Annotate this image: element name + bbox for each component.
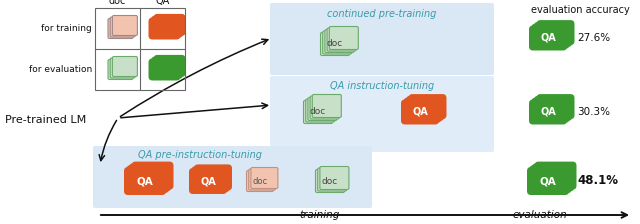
Text: doc: doc xyxy=(310,108,326,116)
FancyBboxPatch shape xyxy=(531,98,570,123)
Text: doc: doc xyxy=(252,177,268,185)
FancyBboxPatch shape xyxy=(312,95,341,118)
FancyBboxPatch shape xyxy=(323,31,352,54)
FancyBboxPatch shape xyxy=(327,28,356,51)
FancyBboxPatch shape xyxy=(191,166,230,192)
FancyBboxPatch shape xyxy=(154,55,186,77)
FancyBboxPatch shape xyxy=(154,14,186,36)
FancyBboxPatch shape xyxy=(325,30,354,52)
FancyBboxPatch shape xyxy=(124,167,166,195)
Text: 27.6%: 27.6% xyxy=(577,33,610,43)
FancyBboxPatch shape xyxy=(93,146,372,208)
Text: continued pre-training: continued pre-training xyxy=(327,9,436,19)
FancyBboxPatch shape xyxy=(406,96,444,121)
FancyBboxPatch shape xyxy=(270,3,494,75)
Text: QA: QA xyxy=(412,107,428,117)
FancyBboxPatch shape xyxy=(316,170,344,192)
FancyBboxPatch shape xyxy=(330,26,358,50)
Text: evaluation: evaluation xyxy=(513,210,568,220)
FancyBboxPatch shape xyxy=(110,58,135,78)
FancyBboxPatch shape xyxy=(303,101,333,123)
Text: QA: QA xyxy=(156,0,170,6)
Text: for evaluation: for evaluation xyxy=(29,65,92,74)
FancyBboxPatch shape xyxy=(151,16,183,38)
FancyBboxPatch shape xyxy=(534,96,572,121)
FancyBboxPatch shape xyxy=(317,168,347,191)
Bar xyxy=(95,8,185,90)
FancyBboxPatch shape xyxy=(148,17,180,39)
FancyBboxPatch shape xyxy=(532,163,574,191)
Text: QA pre-instruction-tuning: QA pre-instruction-tuning xyxy=(138,150,262,160)
FancyBboxPatch shape xyxy=(251,168,278,189)
Text: QA: QA xyxy=(540,107,556,117)
Text: QA: QA xyxy=(136,176,154,186)
FancyBboxPatch shape xyxy=(529,165,572,193)
Text: QA: QA xyxy=(540,176,556,186)
FancyBboxPatch shape xyxy=(403,98,442,123)
Text: doc: doc xyxy=(327,39,343,49)
FancyBboxPatch shape xyxy=(310,96,339,119)
FancyBboxPatch shape xyxy=(108,60,133,80)
FancyBboxPatch shape xyxy=(151,57,183,79)
FancyBboxPatch shape xyxy=(127,165,168,193)
Text: QA: QA xyxy=(540,33,556,43)
Text: QA: QA xyxy=(200,176,216,186)
FancyBboxPatch shape xyxy=(129,163,171,191)
Text: training: training xyxy=(300,210,340,220)
Text: QA instruction-tuning: QA instruction-tuning xyxy=(330,81,434,91)
Text: Pre-trained LM: Pre-trained LM xyxy=(5,115,86,125)
FancyBboxPatch shape xyxy=(110,17,135,37)
FancyBboxPatch shape xyxy=(527,167,569,195)
FancyBboxPatch shape xyxy=(246,170,273,192)
FancyBboxPatch shape xyxy=(308,97,337,121)
FancyBboxPatch shape xyxy=(529,26,567,50)
FancyBboxPatch shape xyxy=(531,24,570,49)
FancyBboxPatch shape xyxy=(534,162,577,190)
FancyBboxPatch shape xyxy=(194,164,232,190)
Text: for training: for training xyxy=(41,24,92,33)
FancyBboxPatch shape xyxy=(270,76,494,152)
Text: doc: doc xyxy=(109,0,126,6)
FancyBboxPatch shape xyxy=(536,94,575,119)
FancyBboxPatch shape xyxy=(534,22,572,47)
Text: evaluation accuracy: evaluation accuracy xyxy=(531,5,629,15)
FancyBboxPatch shape xyxy=(131,162,173,190)
FancyBboxPatch shape xyxy=(529,99,567,125)
Text: doc: doc xyxy=(322,177,338,185)
FancyBboxPatch shape xyxy=(113,56,138,77)
FancyBboxPatch shape xyxy=(148,58,180,80)
FancyBboxPatch shape xyxy=(401,99,439,125)
Text: 30.3%: 30.3% xyxy=(577,107,610,117)
FancyBboxPatch shape xyxy=(321,32,349,56)
FancyBboxPatch shape xyxy=(189,168,227,194)
FancyBboxPatch shape xyxy=(320,166,349,190)
FancyBboxPatch shape xyxy=(306,99,335,122)
FancyBboxPatch shape xyxy=(408,94,447,119)
FancyBboxPatch shape xyxy=(113,15,138,35)
FancyBboxPatch shape xyxy=(249,169,276,190)
FancyBboxPatch shape xyxy=(536,20,575,45)
FancyBboxPatch shape xyxy=(108,19,133,39)
Text: 48.1%: 48.1% xyxy=(577,174,618,187)
